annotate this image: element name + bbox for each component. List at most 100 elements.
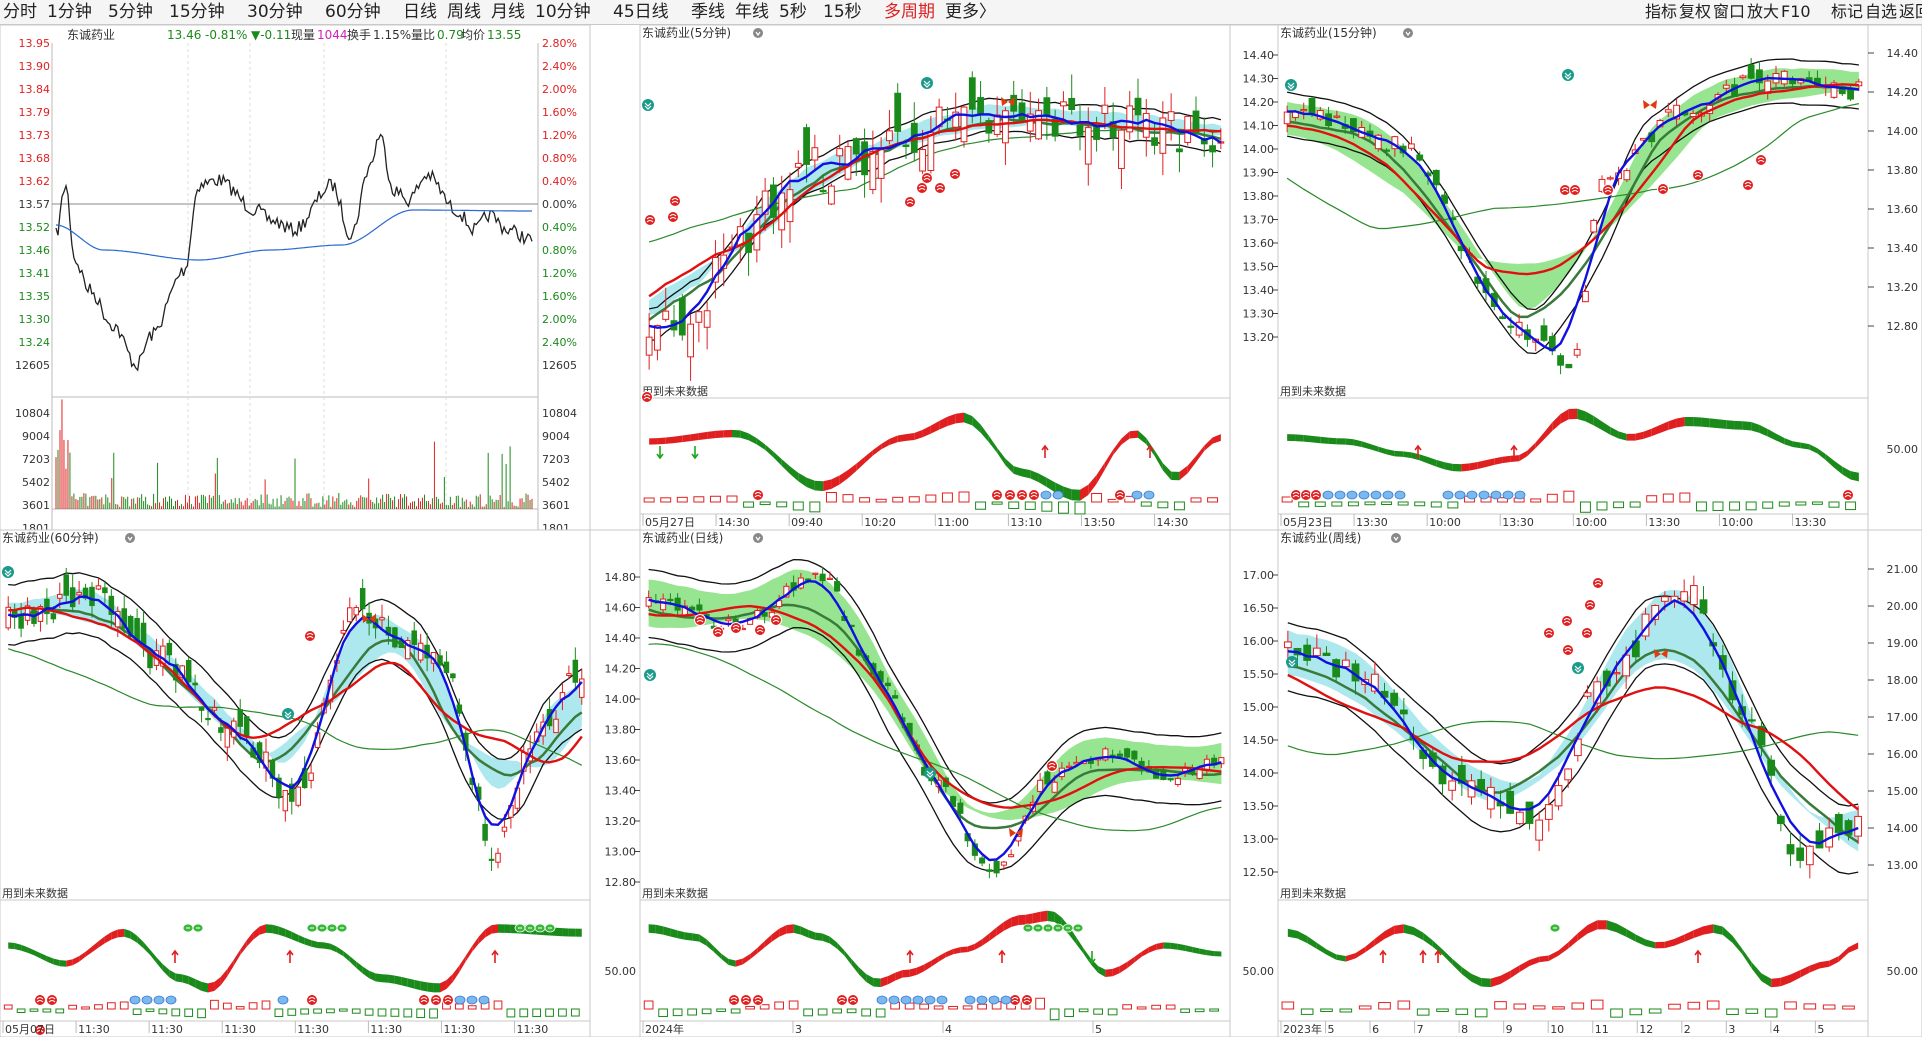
candle [1432,169,1440,186]
gear-icon[interactable] [753,28,763,38]
candle [1776,815,1785,825]
intraday-header-field: 换手 [347,28,371,42]
toolbar-tool-button[interactable]: 标记 [1831,2,1864,21]
candle [884,682,891,687]
axis-tick-label: 17.00 [1243,569,1275,582]
vol-tick-label: 3601 [542,499,570,512]
candle [1192,110,1200,134]
period-tab[interactable]: 更多〉 [945,2,996,22]
gear-icon[interactable] [1391,533,1401,543]
toolbar-tool-button[interactable]: 窗口 [1713,2,1746,21]
gear-icon[interactable] [753,533,763,543]
period-tab[interactable]: 周线 [447,2,481,22]
oscillator-ribbon [800,926,809,938]
signal-bar [1629,501,1641,508]
gear-icon[interactable] [1405,31,1411,37]
toolbar-tool-button[interactable]: F10 [1781,2,1811,21]
candle [1815,830,1824,849]
period-tab[interactable]: 10分钟 [535,2,591,22]
red-coin-icon [1559,184,1571,196]
toolbar-tool-button[interactable]: 返回 [1899,2,1922,21]
toolbar-tool-button[interactable]: 指标 [1645,2,1678,21]
period-tab[interactable]: 1分钟 [47,2,92,22]
gear-icon[interactable] [1403,28,1413,38]
oscillator-ribbon [1693,417,1702,427]
gear-icon[interactable] [753,28,763,38]
period-tab[interactable]: 日线 [403,2,437,22]
candle [1043,97,1051,117]
date-label: 11:00 [937,516,969,529]
oscillator-ribbon [1651,424,1660,437]
candle [869,150,877,191]
period-tab[interactable]: 月线 [491,2,525,22]
signal-bar [1107,1008,1118,1016]
candle [1623,170,1631,181]
oscillator-ribbon [182,974,189,985]
signal-bar [1194,1008,1205,1013]
candle [1101,104,1109,114]
oscillator-ribbon [420,981,428,992]
oscillator-ribbon [1548,950,1559,961]
candle [1838,86,1846,95]
oscillator-ribbon [931,956,939,967]
oscillator-ribbon [137,935,144,949]
signal-bar [1613,501,1625,509]
down-arrow-icon [691,446,699,460]
period-tab[interactable]: 5秒 [779,2,807,22]
red-ma-line [1286,83,1859,276]
period-tab[interactable]: 季线 [691,2,725,22]
blue-pill-icon [129,995,141,1005]
period-tab[interactable]: 多周期 [884,2,935,22]
red-coin-icon [1569,184,1581,196]
oscillator-ribbon [1481,977,1491,988]
oscillator-ribbon [98,936,105,948]
gear-icon[interactable] [125,533,135,543]
date-label: 2024年 [645,1022,684,1036]
gear-icon[interactable] [753,533,763,543]
date-label: 10:00 [1721,516,1753,529]
oscillator-ribbon [1365,938,1375,953]
toolbar-tool-button[interactable]: 自选 [1865,2,1898,21]
oscillator-ribbon [1452,958,1462,975]
teal-down-chevron-icon [924,767,936,779]
gear-icon[interactable] [125,533,135,543]
signal-bar [962,1005,973,1010]
blue-pill-icon [1052,490,1064,500]
gear-icon[interactable] [1391,533,1401,543]
oscillator-ribbon [1684,930,1694,942]
red-coin-icon [1594,580,1602,586]
period-tab[interactable]: 60分钟 [325,2,381,22]
period-tab[interactable]: 30分钟 [247,2,303,22]
date-label: 3 [1728,1023,1735,1036]
oscillator-ribbon [1558,942,1569,956]
oscillator-ribbon [304,937,312,947]
oscillator-ribbon [1452,463,1462,472]
toolbar-tool-button[interactable]: 放大 [1747,2,1780,21]
toolbar-tool-button[interactable]: 复权 [1679,2,1712,21]
signal-bar [1397,501,1409,506]
signal-bar [1778,501,1790,507]
period-tab[interactable]: 15分钟 [169,2,225,22]
period-tab[interactable]: 15秒 [823,2,862,22]
period-tab[interactable]: 年线 [735,2,769,22]
period-tab[interactable]: 45日线 [613,2,669,22]
intraday-header-field: 1.15% [373,28,411,42]
oscillator-ribbon [665,436,674,444]
oscillator-ribbon [815,932,823,941]
gear-icon[interactable] [755,31,761,37]
gear-icon[interactable] [127,536,133,542]
oscillator-ribbon [1519,450,1528,462]
gear-icon[interactable] [1393,536,1399,542]
oscillator-ribbon [72,956,80,966]
period-tab[interactable]: 分时 [3,2,37,22]
oscillator-ribbon [298,934,305,945]
oscillator-ribbon [433,983,440,993]
candle [703,310,711,328]
gear-icon[interactable] [755,536,761,542]
blue-ma-line [1287,599,1859,845]
oscillator-ribbon [967,943,975,953]
period-tab[interactable]: 5分钟 [108,2,153,22]
red-coin-icon [770,614,782,626]
gear-icon[interactable] [1403,28,1413,38]
candle [237,709,243,727]
